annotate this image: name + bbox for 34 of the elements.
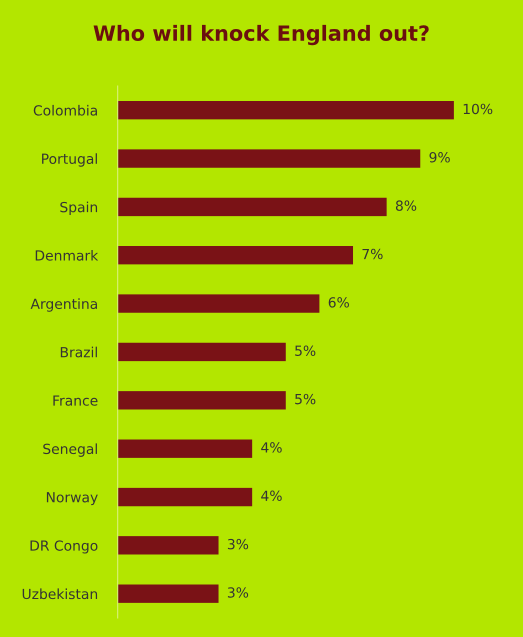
bar xyxy=(118,391,286,410)
y-tick-label: Norway xyxy=(46,492,98,506)
bar xyxy=(118,536,219,555)
bar xyxy=(118,439,252,458)
data-label: 10% xyxy=(464,104,492,114)
bar xyxy=(118,584,219,603)
data-label: 9% xyxy=(429,152,450,163)
data-label: 8% xyxy=(396,200,416,211)
data-label: 4% xyxy=(261,442,282,453)
data-label: 4% xyxy=(261,490,282,502)
chart-title: Who will knock England out? xyxy=(94,24,429,46)
y-tick-label: Spain xyxy=(60,202,98,216)
bar xyxy=(118,149,420,168)
bar xyxy=(118,246,354,264)
y-tick-label: Argentina xyxy=(30,298,97,312)
y-tick-label: Portugal xyxy=(42,153,97,167)
bar xyxy=(118,198,387,216)
data-label: 5% xyxy=(295,394,316,404)
bar xyxy=(118,294,320,313)
bar xyxy=(118,488,252,506)
y-tick-label: Senegal xyxy=(43,443,97,457)
y-tick-label: France xyxy=(53,395,98,406)
y-tick-label: Brazil xyxy=(60,346,97,358)
y-tick-label: DR Congo xyxy=(30,540,98,554)
bar xyxy=(118,342,286,362)
data-label: 3% xyxy=(228,587,248,598)
y-tick-label: Denmark xyxy=(36,250,98,261)
data-label: 7% xyxy=(362,248,383,260)
bar xyxy=(118,100,454,120)
data-label: 6% xyxy=(328,297,350,308)
data-label: 5% xyxy=(295,345,316,356)
data-label: 3% xyxy=(228,538,248,550)
y-tick-label: Uzbekistan xyxy=(22,588,98,600)
y-tick-label: Colombia xyxy=(34,104,97,116)
